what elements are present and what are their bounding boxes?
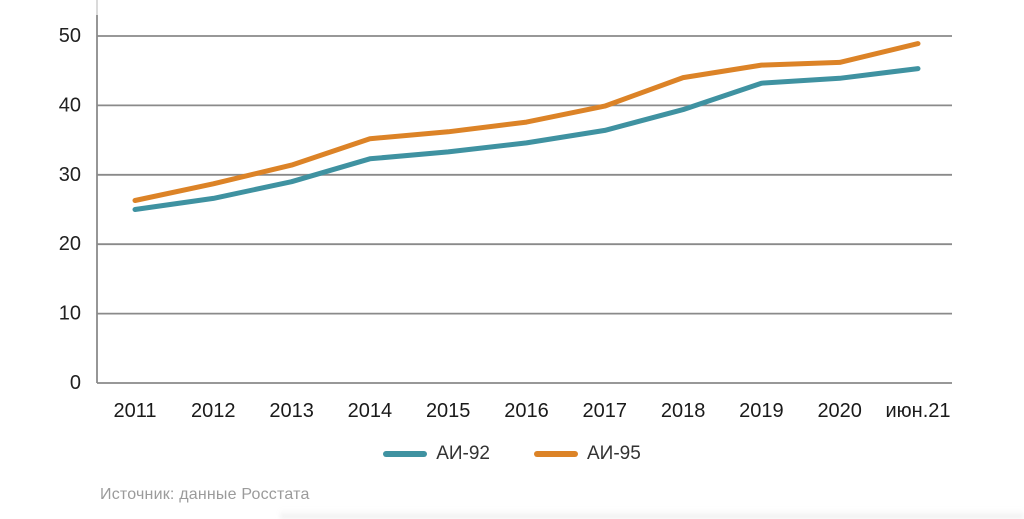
x-tick-label-2020: 2020 (817, 400, 862, 422)
x-tick-label-2015: 2015 (426, 400, 471, 422)
y-tick-label-0: 0 (70, 372, 81, 394)
y-tick-label-30: 30 (59, 164, 81, 186)
ai95-legend-label: АИ-95 (587, 443, 641, 464)
series-line-ai95 (132, 41, 921, 203)
source-note: Источник: данные Росстата (100, 486, 310, 503)
x-tick-label-2012: 2012 (191, 400, 236, 422)
y-tick-label-20: 20 (59, 233, 81, 255)
y-tick-label-10: 10 (59, 303, 81, 325)
chart-legend: АИ-92 АИ-95 (0, 444, 1024, 463)
ai95-line-marker-icon (534, 450, 578, 457)
ai92-legend-label: АИ-92 (436, 443, 490, 464)
x-tick-label-2016: 2016 (504, 400, 549, 422)
series-line-ai92 (132, 66, 921, 212)
x-tick-label-2017: 2017 (583, 400, 628, 422)
y-tick-label-40: 40 (59, 94, 81, 116)
x-tick-label-2019: 2019 (739, 400, 784, 422)
legend-item-ai95: АИ-95 (534, 444, 641, 463)
x-tick-label-2014: 2014 (348, 400, 393, 422)
ai92-line-marker-icon (383, 450, 428, 457)
x-tick-label-июн.21: июн.21 (885, 400, 950, 422)
x-tick-label-2018: 2018 (661, 400, 706, 422)
bottom-shade (280, 509, 1024, 519)
y-tick-label-50: 50 (59, 25, 81, 47)
x-tick-label-2013: 2013 (269, 400, 314, 422)
x-tick-label-2011: 2011 (113, 400, 156, 422)
legend-item-ai92: АИ-92 (383, 444, 490, 463)
fuel-price-line-chart: 0 10 20 30 40 50 2011 2012 2013 2014 2015 2016 2017 2… (59, 0, 952, 422)
